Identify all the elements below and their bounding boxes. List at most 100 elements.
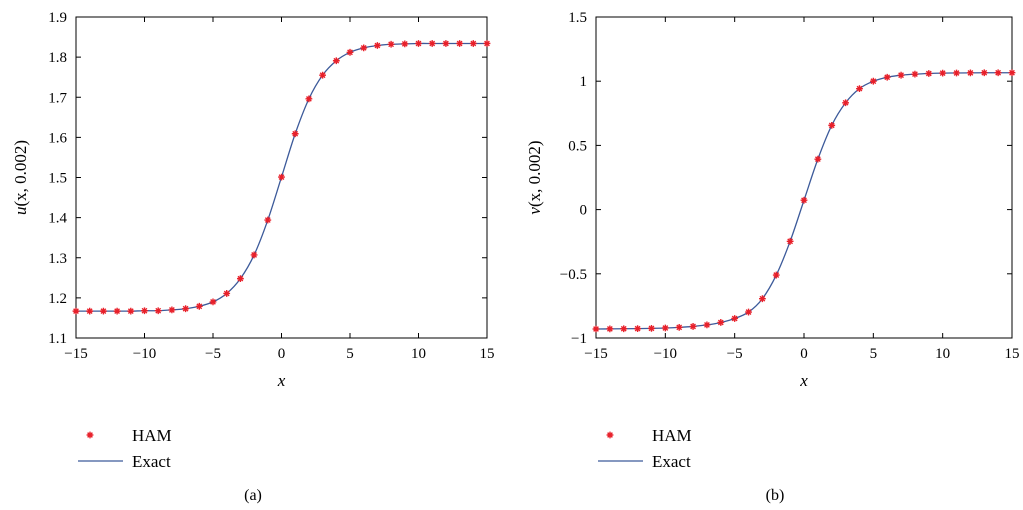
x-tick-label: 10 bbox=[411, 346, 426, 362]
y-tick-label: 1.6 bbox=[48, 130, 67, 146]
y-tick-label: 1.9 bbox=[48, 10, 67, 26]
ham-point bbox=[387, 40, 395, 48]
ham-point bbox=[428, 40, 436, 47]
ham-point bbox=[401, 40, 409, 48]
ham-point bbox=[814, 155, 822, 163]
ham-point bbox=[953, 69, 960, 77]
x-tick-label: 0 bbox=[800, 346, 808, 362]
legend: HAM Exact bbox=[78, 426, 172, 471]
ham-point bbox=[939, 69, 947, 77]
y-tick-label: 1.3 bbox=[48, 251, 67, 267]
ham-point bbox=[772, 271, 780, 279]
ham-point bbox=[278, 173, 285, 181]
legend-ham-marker bbox=[606, 431, 614, 439]
ham-point bbox=[828, 121, 836, 129]
panel-caption: (b) bbox=[766, 487, 785, 504]
y-tick-label: −1 bbox=[571, 331, 587, 347]
ham-point bbox=[127, 307, 135, 315]
x-tick-label: −15 bbox=[64, 346, 87, 362]
x-tick-label: 5 bbox=[346, 346, 354, 362]
ham-point bbox=[675, 323, 683, 331]
legend-exact-label: Exact bbox=[132, 452, 171, 471]
ham-point bbox=[856, 85, 863, 93]
ham-point bbox=[1008, 69, 1016, 77]
ham-point bbox=[883, 73, 891, 81]
y-tick-label: 1.7 bbox=[48, 90, 67, 106]
ham-point bbox=[195, 302, 203, 310]
y-tick-label: 0 bbox=[580, 203, 588, 219]
y-tick-label: 1.1 bbox=[48, 331, 67, 347]
y-axis-label: u(x, 0.002) bbox=[11, 140, 30, 215]
x-tick-label: 15 bbox=[480, 346, 495, 362]
ham-point bbox=[745, 308, 752, 316]
ham-point bbox=[980, 69, 988, 77]
ham-point bbox=[800, 196, 808, 204]
ham-point bbox=[967, 69, 974, 77]
x-tick-label: 0 bbox=[278, 346, 286, 362]
ham-point bbox=[731, 315, 739, 322]
ham-point bbox=[661, 324, 669, 332]
ham-point bbox=[897, 71, 905, 79]
panel-caption: (a) bbox=[244, 487, 262, 504]
ham-point bbox=[72, 307, 80, 315]
x-tick-label: −10 bbox=[654, 346, 677, 362]
legend-ham-label: HAM bbox=[652, 426, 692, 445]
ham-point bbox=[291, 130, 299, 138]
ham-point bbox=[994, 69, 1002, 77]
legend-ham-label: HAM bbox=[132, 426, 172, 445]
x-tick-label: −10 bbox=[133, 346, 156, 362]
x-axis-label: x bbox=[799, 371, 808, 390]
ham-point bbox=[842, 99, 849, 107]
ham-point bbox=[703, 321, 711, 329]
y-axis-label-args: (x, 0.002) bbox=[11, 140, 30, 207]
ham-point bbox=[456, 40, 463, 47]
y-tick-label: −0.5 bbox=[560, 267, 587, 283]
ham-point bbox=[415, 40, 422, 47]
ham-point bbox=[168, 306, 176, 314]
ham-point bbox=[250, 251, 258, 259]
chart-panel-a: −15 −10 −5 0 5 10 15 1.1 1.2 1.3 1.4 1.5 1.6 1.7 1.8 1.… bbox=[11, 10, 495, 504]
ham-point bbox=[925, 70, 933, 77]
ham-point bbox=[620, 325, 628, 333]
y-axis-label-args: (x, 0.002) bbox=[525, 140, 544, 207]
legend: HAM Exact bbox=[598, 426, 692, 471]
x-axis-label: x bbox=[277, 371, 286, 390]
y-axis-label-var: v bbox=[525, 207, 544, 215]
ham-point bbox=[100, 307, 107, 315]
ham-point bbox=[374, 42, 381, 49]
y-tick-label: 0.5 bbox=[568, 138, 587, 154]
ham-point bbox=[86, 307, 94, 315]
y-tick-label: 1.4 bbox=[48, 211, 67, 227]
ham-point bbox=[154, 307, 162, 315]
ham-point bbox=[717, 319, 725, 326]
ham-point bbox=[592, 325, 600, 333]
y-tick-label: 1.8 bbox=[48, 50, 67, 66]
y-axis-label: v(x, 0.002) bbox=[525, 140, 544, 214]
chart-panel-b: −15 −10 −5 0 5 10 15 −1 −0.5 0 0.5 1 1.5 x v(x, 0.002)… bbox=[525, 10, 1020, 504]
ham-point bbox=[689, 323, 697, 330]
ham-point bbox=[319, 71, 326, 79]
legend-ham-marker bbox=[86, 431, 94, 439]
x-tick-label: 15 bbox=[1005, 346, 1020, 362]
ham-point bbox=[360, 44, 368, 52]
legend-exact-label: Exact bbox=[652, 452, 691, 471]
ham-point bbox=[113, 307, 121, 315]
ham-point bbox=[332, 57, 340, 65]
y-tick-label: 1.5 bbox=[568, 10, 587, 26]
ham-point bbox=[209, 298, 217, 306]
plot-frame bbox=[595, 16, 1013, 339]
x-tick-label: 10 bbox=[935, 346, 950, 362]
ham-point bbox=[648, 324, 655, 332]
ham-point bbox=[869, 77, 877, 85]
ham-point bbox=[141, 307, 148, 315]
x-tick-label: −5 bbox=[727, 346, 743, 362]
y-tick-label: 1.2 bbox=[48, 291, 67, 307]
ham-point bbox=[634, 325, 641, 333]
x-tick-label: 5 bbox=[870, 346, 878, 362]
ham-point bbox=[305, 95, 313, 103]
ham-point bbox=[264, 216, 272, 224]
ham-point bbox=[223, 290, 231, 297]
ham-point bbox=[182, 305, 189, 313]
ham-point bbox=[911, 70, 919, 78]
